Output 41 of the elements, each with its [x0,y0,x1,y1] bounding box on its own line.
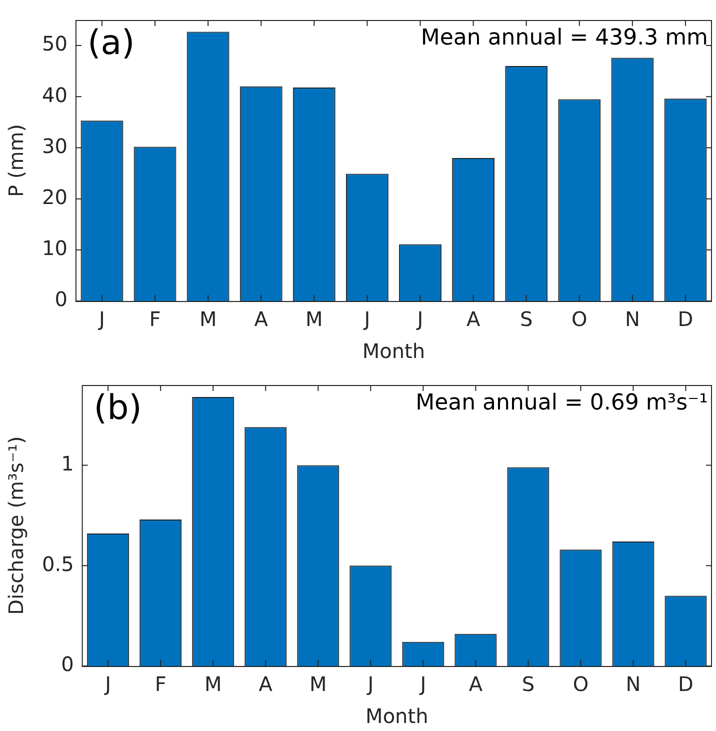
y-tick-label: 0 [54,287,68,312]
y-tick-label: 10 [42,236,68,260]
x-tick-label: J [366,672,374,696]
y-tick-label: 30 [42,134,68,158]
x-tick-label: D [678,672,694,696]
y-tick-label: 50 [42,32,68,56]
x-tick-label: A [466,307,480,332]
annotation: Mean annual = 0.69 m³s⁻¹ [416,390,708,416]
x-tick-label: O [572,672,589,696]
annotation: (b) [94,388,142,428]
x-tick-label: O [572,307,588,332]
x-tick-label: S [522,672,535,696]
y-tick-label: 0.5 [42,552,74,576]
x-axis-title: Month [362,339,426,364]
x-tick-label: J [103,672,112,696]
y-axis-title: Discharge (m³s⁻¹) [4,436,28,615]
y-tick-label: 1 [61,451,74,476]
x-tick-label: A [254,307,268,332]
x-tick-label: M [199,307,217,332]
y-tick-label: 40 [42,82,68,107]
x-tick-label: N [624,307,640,332]
annotation: Mean annual = 439.3 mm [420,26,708,51]
x-tick-label: M [306,307,323,332]
x-tick-label: F [149,307,161,332]
y-axis-title: P (mm) [4,124,28,197]
x-tick-label: M [309,672,327,696]
x-tick-label: M [204,672,222,696]
x-tick-label: J [418,672,426,696]
x-tick-label: A [468,672,483,696]
x-tick-label: J [97,307,105,332]
x-tick-label: A [258,672,273,696]
x-tick-label: J [362,307,370,332]
x-tick-label: N [626,672,641,696]
y-tick-label: 0 [61,652,74,676]
x-tick-label: D [678,307,694,332]
y-tick-label: 20 [42,185,68,210]
x-axis-title: Month [366,704,428,728]
x-tick-label: S [520,307,533,332]
x-tick-label: J [415,307,424,332]
annotation: (a) [87,22,135,63]
x-tick-label: F [154,672,166,696]
